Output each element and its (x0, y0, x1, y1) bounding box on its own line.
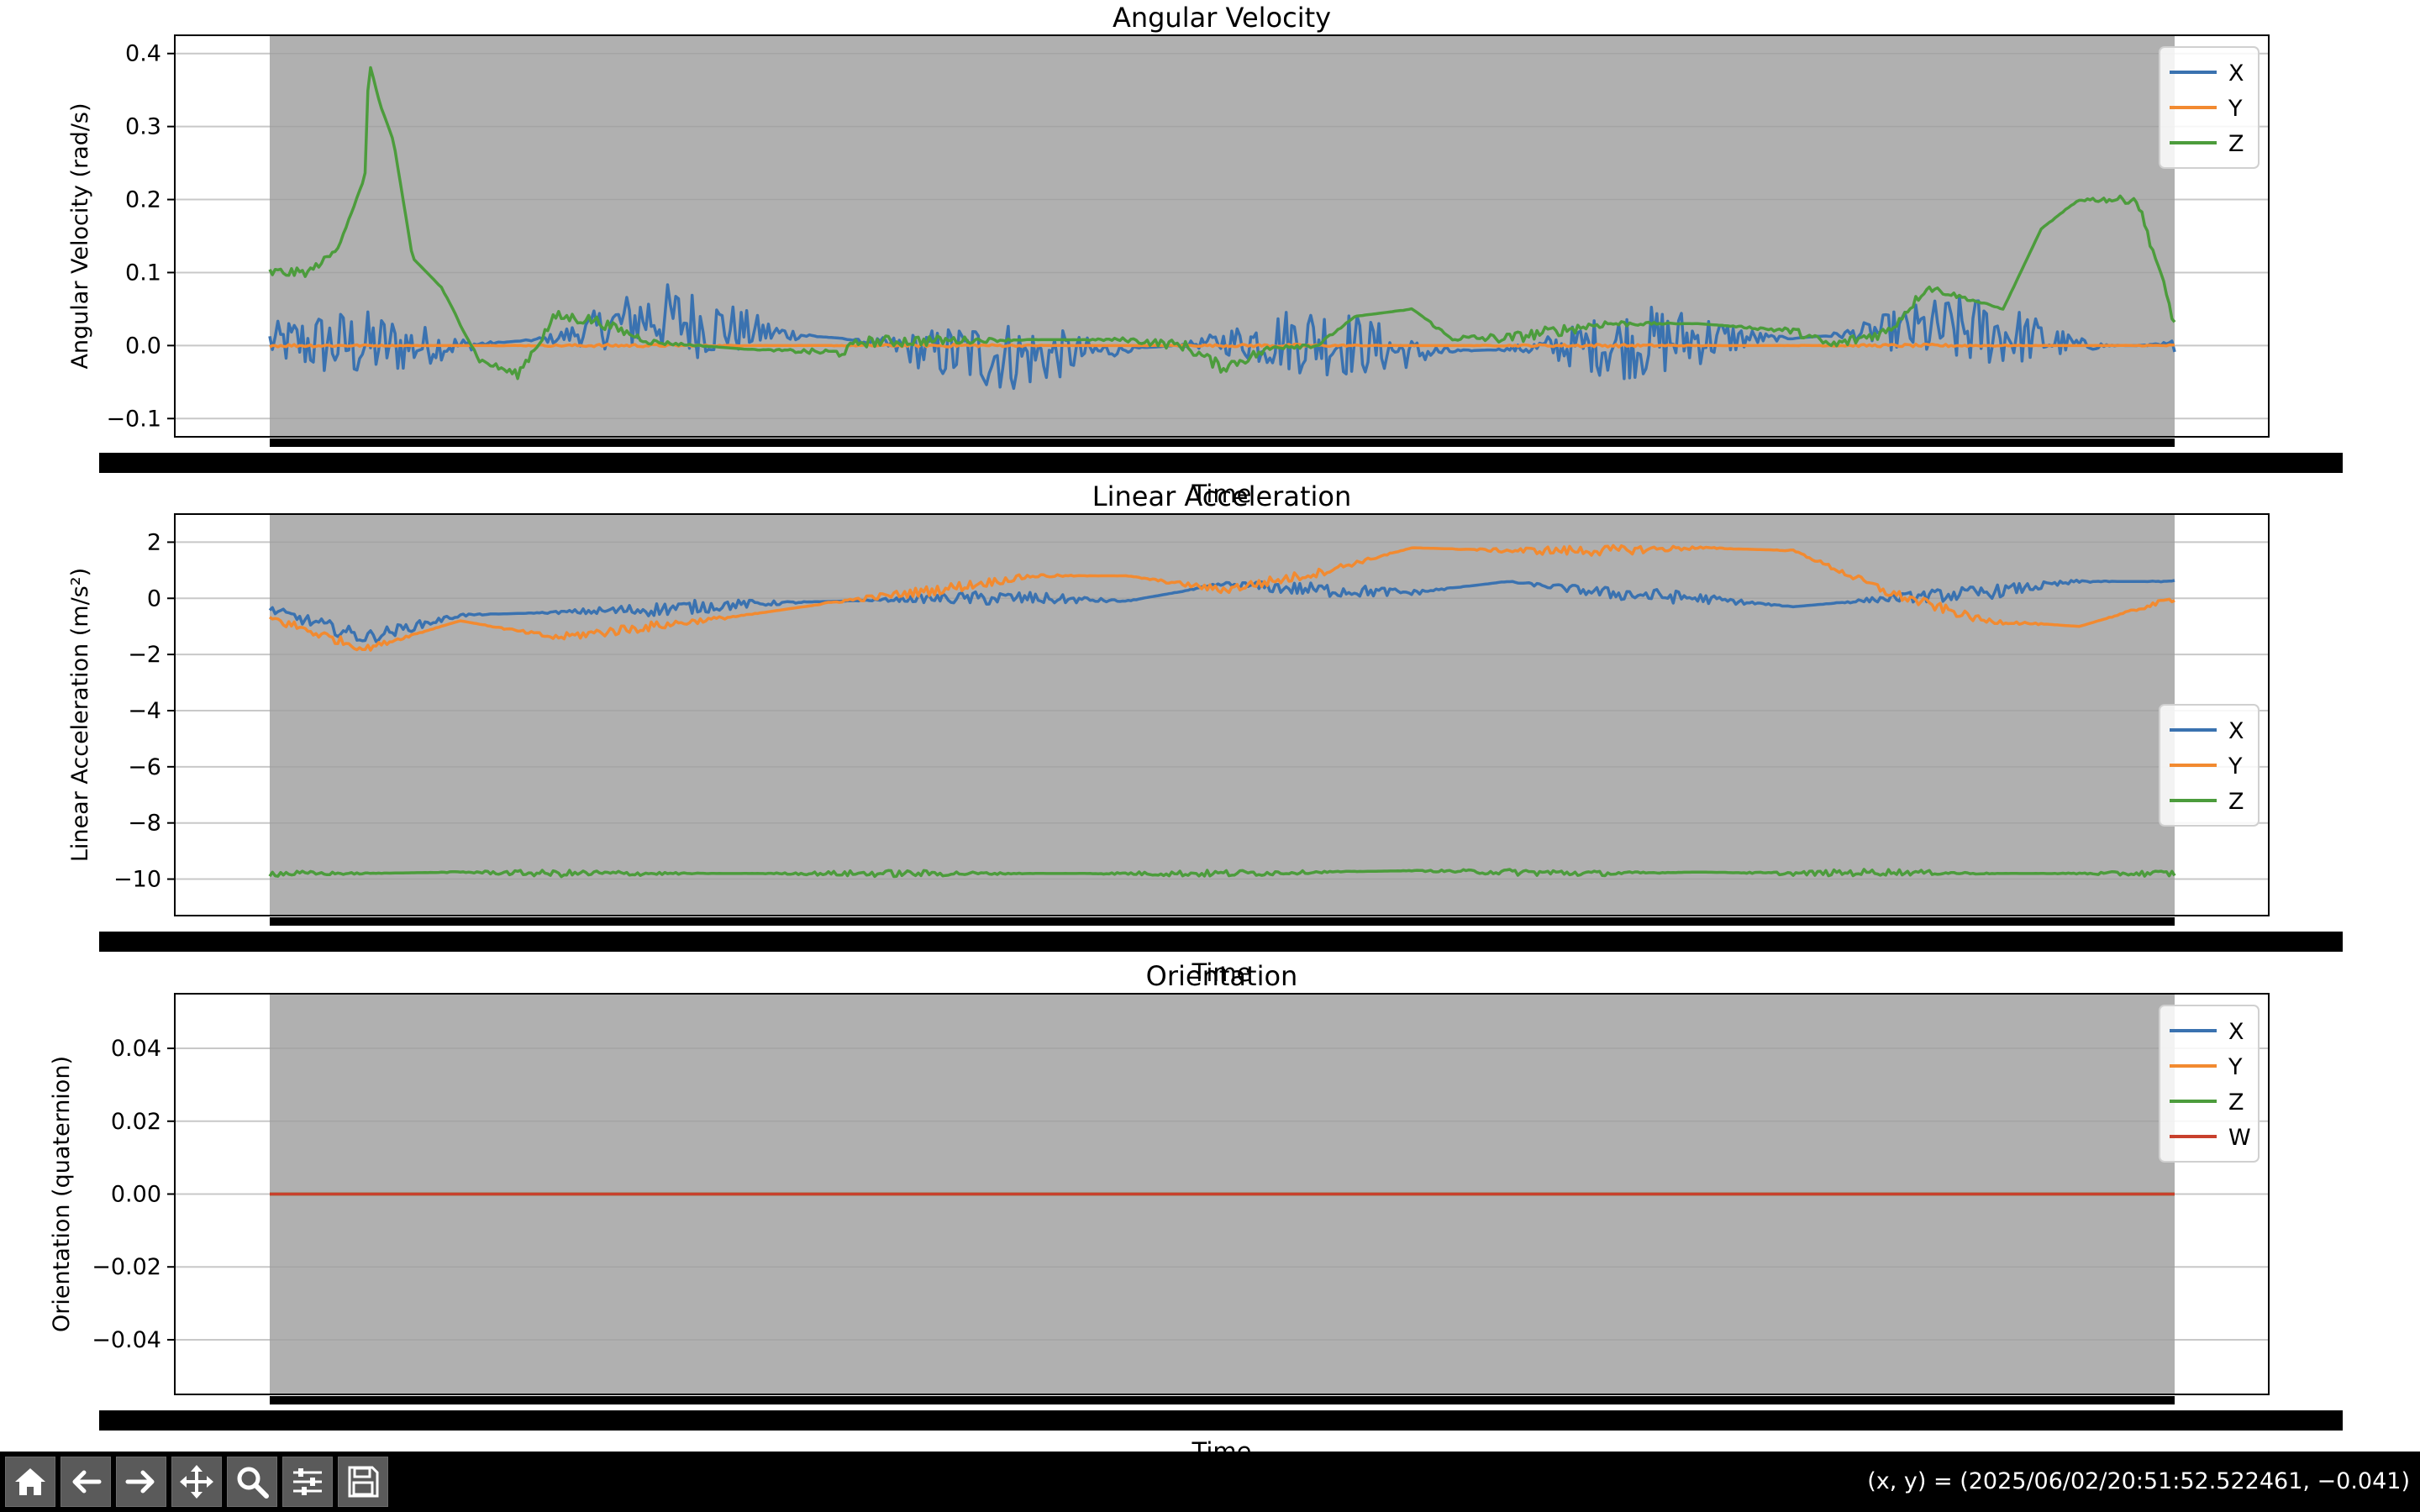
pan-button[interactable] (171, 1457, 222, 1507)
chart-2: −0.04−0.020.000.020.04OrientationTimeOri… (49, 960, 2343, 1452)
legend-label-x: X (2228, 718, 2244, 744)
magnifier-icon (237, 1467, 269, 1499)
chart-title: Angular Velocity (1113, 2, 1331, 34)
y-tick-label: 0 (147, 585, 161, 612)
y-axis-label: Orientation (quaternion) (49, 1056, 75, 1332)
x-tick-labels-overlapping (99, 932, 2343, 952)
sliders-icon (293, 1468, 322, 1495)
x-axis-label: Time (1192, 1437, 1252, 1452)
axes-frame (174, 513, 2270, 916)
chart-title: Linear Acceleration (1092, 480, 1351, 512)
y-tick-label: 0.2 (125, 187, 161, 213)
legend-label-x: X (2228, 60, 2244, 87)
series-line-x (268, 578, 2175, 643)
arrow-left-icon (72, 1470, 102, 1494)
y-tick-label: 0.00 (111, 1182, 161, 1208)
data-span-background (270, 514, 2175, 916)
y-tick-label: −10 (113, 867, 161, 893)
y-tick-label: 0.04 (111, 1036, 161, 1062)
series-line-z (268, 868, 2176, 879)
y-tick-label: 0.02 (111, 1109, 161, 1135)
move-icon (180, 1465, 213, 1499)
axes-frame (174, 34, 2270, 438)
x-tick-labels-overlapping (99, 453, 2343, 473)
forward-button[interactable] (116, 1457, 166, 1507)
series-line-y (269, 342, 2175, 349)
legend-label-w: W (2228, 1125, 2251, 1151)
y-tick-label: 0.1 (125, 260, 161, 286)
chart-title: Orientation (1146, 960, 1298, 992)
y-axis-label: Linear Acceleration (m/s²) (67, 568, 93, 862)
y-tick-label: −0.02 (92, 1254, 161, 1280)
y-tick-label: −6 (128, 754, 161, 780)
data-span-background (270, 35, 2175, 437)
configure-subplots-button[interactable] (282, 1457, 333, 1507)
legend: XYZ (2159, 46, 2260, 169)
legend-label-y: Y (2228, 1054, 2243, 1080)
legend-box (2159, 1005, 2260, 1163)
back-button[interactable] (60, 1457, 111, 1507)
x-tick-marks (270, 917, 2175, 926)
x-tick-marks (270, 1396, 2175, 1404)
legend-label-y: Y (2228, 753, 2243, 780)
legend-label-z: Z (2228, 789, 2244, 815)
y-tick-label: 2 (147, 529, 161, 555)
y-tick-label: −4 (128, 698, 161, 724)
charts-svg[interactable]: −0.1 0.0 0.1 0.2 0.3 0.4 Angular Velocity Time A… (0, 0, 2420, 1452)
save-button[interactable] (338, 1457, 388, 1507)
y-tick-label: −0.04 (92, 1327, 161, 1353)
x-axis-label: Time (1192, 480, 1252, 508)
y-axis-label: Angular Velocity (rad/s) (67, 102, 93, 369)
series-group (268, 543, 2176, 879)
series-line-z (268, 66, 2176, 381)
arrow-right-icon (125, 1470, 155, 1494)
cursor-coordinates-readout: (x, y) = (2025/06/02/20:51:52.522461, −0… (1867, 1468, 2410, 1494)
figure-canvas[interactable]: −0.1 0.0 0.1 0.2 0.3 0.4 Angular Velocity Time A… (0, 0, 2420, 1452)
y-tick-label: −0.1 (106, 406, 161, 432)
x-tick-labels-overlapping (99, 1410, 2343, 1431)
y-tick-label: 0.0 (125, 333, 161, 359)
home-icon (15, 1468, 45, 1495)
y-tick-label: −2 (128, 642, 161, 668)
navigation-toolbar: (x, y) = (2025/06/02/20:51:52.522461, −0… (0, 1452, 2420, 1512)
zoom-button[interactable] (227, 1457, 277, 1507)
y-tick-label: −8 (128, 811, 161, 837)
x-axis-label: Time (1192, 958, 1252, 987)
series-line-y (269, 543, 2175, 652)
x-tick-marks (270, 438, 2175, 447)
legend-label-y: Y (2228, 96, 2243, 122)
y-tick-label: 0.3 (125, 114, 161, 140)
legend-label-x: X (2228, 1019, 2244, 1045)
home-button[interactable] (5, 1457, 55, 1507)
legend-label-z: Z (2228, 1089, 2244, 1116)
floppy-disk-icon (348, 1466, 379, 1498)
legend-label-z: Z (2228, 131, 2244, 157)
legend: XYZ (2159, 704, 2260, 827)
y-tick-label: 0.4 (125, 41, 161, 67)
series-group (268, 66, 2176, 391)
chart-0: −0.1 0.0 0.1 0.2 0.3 0.4 Angular Velocity Time A… (67, 2, 2343, 508)
